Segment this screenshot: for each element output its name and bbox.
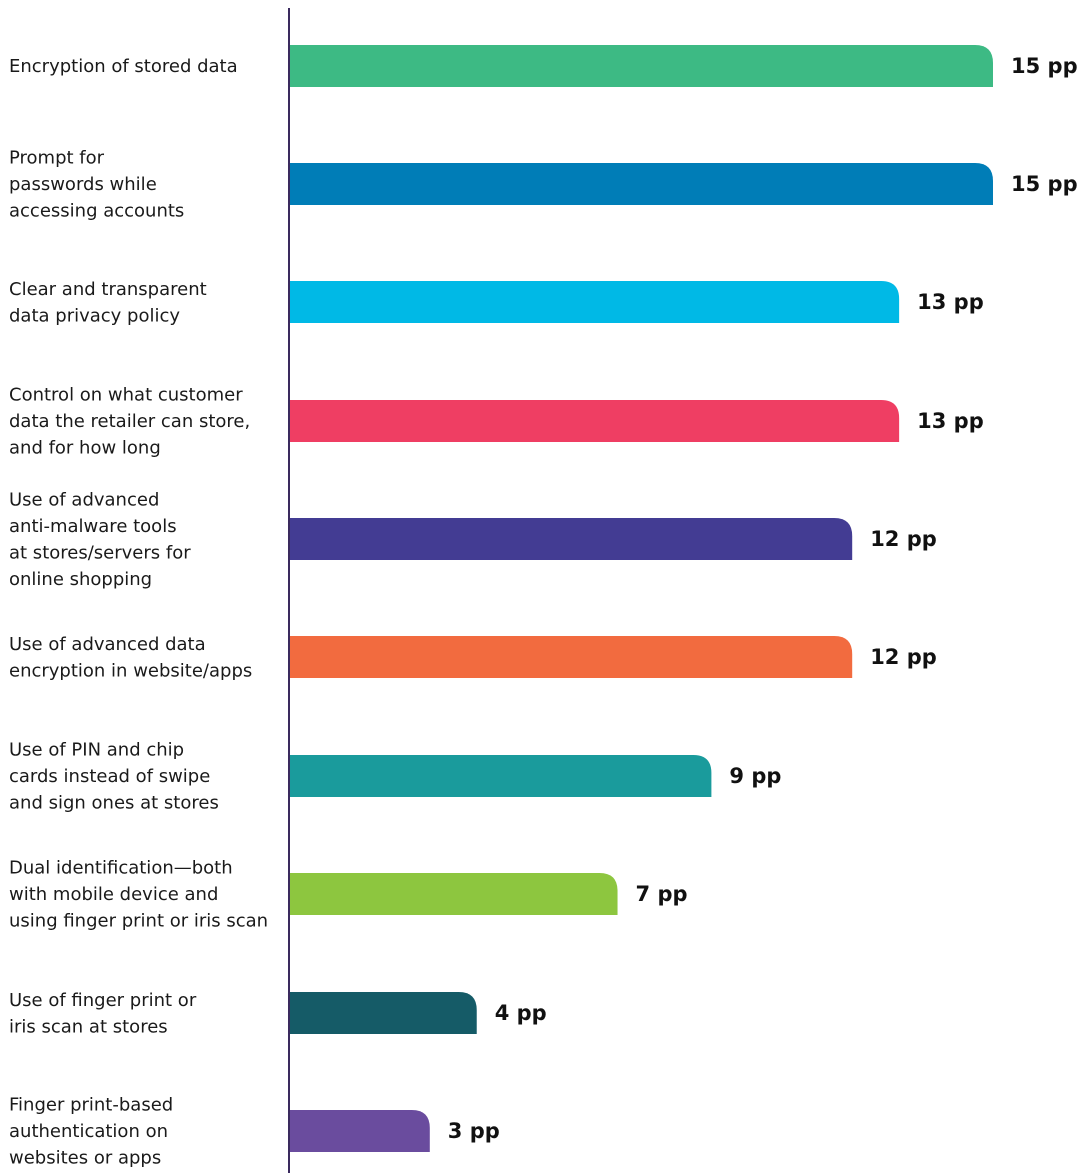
- category-label-line: accessing accounts: [9, 201, 184, 222]
- category-labels: Encryption of stored data Prompt for passw…: [9, 56, 268, 1169]
- category-label-line: data the retailer can store,: [9, 411, 250, 432]
- category-label-line: Encryption of stored data: [9, 56, 238, 77]
- category-label-line: anti-malware tools: [9, 516, 177, 537]
- category-label-finger-print-based-authentication-on-websites-or-apps: Finger print-based authentication on websi…: [9, 1095, 173, 1169]
- value-label-use-of-finger-print-or-iris-scan-at-stores: 4 pp: [495, 1001, 547, 1025]
- category-label-line: Dual identification—both: [9, 858, 233, 879]
- bar-clear-and-transparent-data-privacy-policy: [289, 281, 900, 323]
- category-label-line: iris scan at stores: [9, 1016, 168, 1037]
- category-label-line: with mobile device and: [9, 884, 218, 905]
- value-label-dual-identification-both-with-mobile-device-and-using-finger-print-or-iris-scan: 7 pp: [636, 882, 688, 906]
- bar-control-on-what-customer-data-the-retailer-can-store-and-for-how-long: [289, 400, 900, 442]
- category-label-clear-and-transparent-data-privacy-policy: Clear and transparent data privacy policy: [9, 279, 207, 327]
- value-label-prompt-for-passwords-while-accessing-accounts: 15 pp: [1011, 172, 1078, 196]
- category-label-use-of-advanced-data-encryption-in-website-apps: Use of advanced data encryption in websit…: [9, 634, 252, 682]
- category-label-line: and sign ones at stores: [9, 793, 219, 814]
- category-label-line: Control on what customer: [9, 385, 243, 406]
- category-label-line: Prompt for: [9, 148, 105, 169]
- value-label-use-of-advanced-anti-malware-tools-at-stores-servers-for-online-shopping: 12 pp: [870, 527, 937, 551]
- category-label-use-of-pin-and-chip-cards-instead-of-swipe-and-sign-ones-at-stores: Use of PIN and chip cards instead of swip…: [9, 740, 219, 814]
- category-label-line: passwords while: [9, 174, 157, 195]
- category-label-line: Clear and transparent: [9, 279, 207, 300]
- category-label-line: cards instead of swipe: [9, 766, 210, 787]
- value-labels: 15 pp 15 pp 13 pp 13 pp 12 pp 12 pp 9 pp 7 pp 4 …: [448, 54, 1078, 1143]
- value-label-use-of-pin-and-chip-cards-instead-of-swipe-and-sign-ones-at-stores: 9 pp: [729, 764, 781, 788]
- category-label-line: Finger print-based: [9, 1095, 173, 1116]
- value-label-clear-and-transparent-data-privacy-policy: 13 pp: [917, 290, 984, 314]
- category-label-line: using finger print or iris scan: [9, 911, 268, 932]
- bar-dual-identification-both-with-mobile-device-and-using-finger-print-or-iris-scan: [289, 873, 618, 915]
- value-label-use-of-advanced-data-encryption-in-website-apps: 12 pp: [870, 645, 937, 669]
- category-label-use-of-finger-print-or-iris-scan-at-stores: Use of finger print or iris scan at store…: [9, 990, 197, 1038]
- value-label-control-on-what-customer-data-the-retailer-can-store-and-for-how-long: 13 pp: [917, 409, 984, 433]
- bar-use-of-advanced-data-encryption-in-website-apps: [289, 636, 853, 678]
- category-label-line: Use of advanced: [9, 489, 159, 510]
- category-label-line: Use of finger print or: [9, 990, 197, 1011]
- category-label-use-of-advanced-anti-malware-tools-at-stores-servers-for-online-shopping: Use of advanced anti-malware tools at stor…: [9, 489, 191, 590]
- category-label-encryption-of-stored-data: Encryption of stored data: [9, 56, 238, 77]
- bar-finger-print-based-authentication-on-websites-or-apps: [289, 1110, 430, 1152]
- value-label-encryption-of-stored-data: 15 pp: [1011, 54, 1078, 78]
- category-label-line: websites or apps: [9, 1148, 161, 1169]
- category-label-line: and for how long: [9, 438, 161, 459]
- bar-use-of-pin-and-chip-cards-instead-of-swipe-and-sign-ones-at-stores: [289, 755, 712, 797]
- category-label-line: data privacy policy: [9, 305, 180, 326]
- category-label-line: authentication on: [9, 1121, 168, 1142]
- bar-use-of-advanced-anti-malware-tools-at-stores-servers-for-online-shopping: [289, 518, 853, 560]
- category-label-control-on-what-customer-data-the-retailer-can-store-and-for-how-long: Control on what customer data the retaile…: [9, 385, 250, 459]
- category-label-line: Use of advanced data: [9, 634, 206, 655]
- category-label-dual-identification-both-with-mobile-device-and-using-finger-print-or-iris-scan: Dual identification—both with mobile devi…: [9, 858, 268, 932]
- category-label-line: at stores/servers for: [9, 542, 191, 563]
- bar-encryption-of-stored-data: [289, 45, 993, 87]
- category-label-line: encryption in website/apps: [9, 660, 252, 681]
- bars: [289, 45, 993, 1152]
- category-label-line: Use of PIN and chip: [9, 740, 184, 761]
- category-label-line: online shopping: [9, 569, 152, 590]
- category-label-prompt-for-passwords-while-accessing-accounts: Prompt for passwords while accessing accou…: [9, 148, 184, 222]
- bar-prompt-for-passwords-while-accessing-accounts: [289, 163, 993, 205]
- value-label-finger-print-based-authentication-on-websites-or-apps: 3 pp: [448, 1119, 500, 1143]
- bar-use-of-finger-print-or-iris-scan-at-stores: [289, 992, 477, 1034]
